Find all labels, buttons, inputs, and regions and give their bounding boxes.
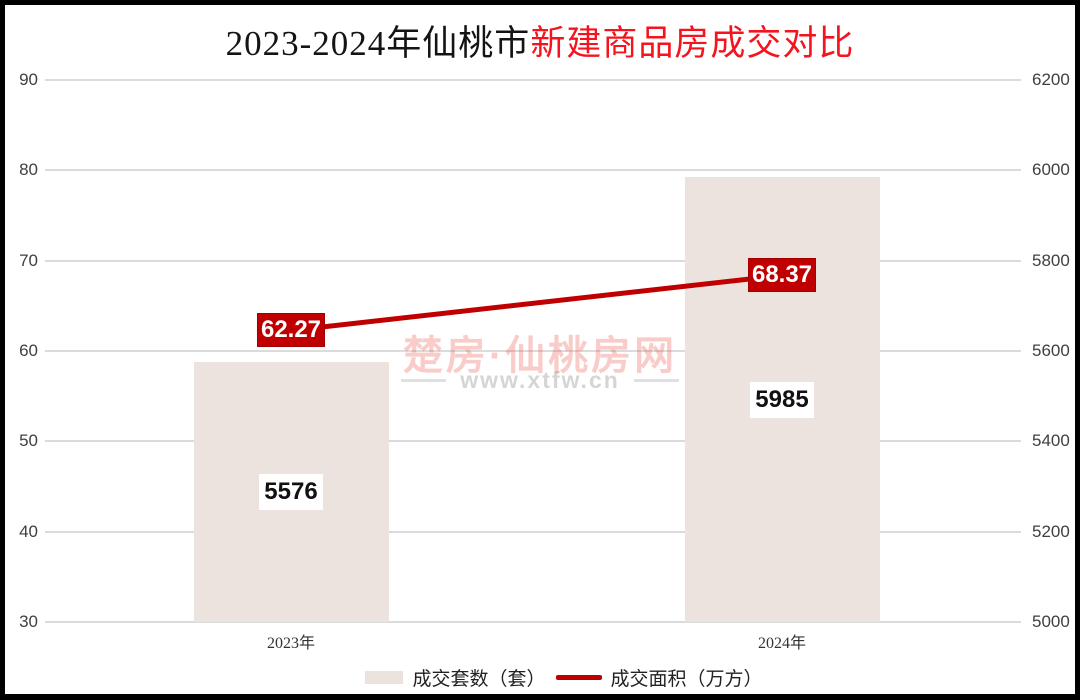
gridline [45, 530, 1021, 533]
right-axis-tick: 5200 [1032, 521, 1070, 541]
area-trend-line [290, 272, 783, 333]
legend: 成交套数（套） 成交面积（万方） [5, 664, 1075, 691]
left-axis-tick: 90 [19, 70, 38, 89]
bar-value-label: 5576 [259, 473, 323, 510]
chart-title: 2023-2024年仙桃市新建商品房成交对比 [5, 15, 1075, 66]
gridline [45, 440, 1021, 443]
line-value-label: 68.37 [748, 258, 816, 293]
bar-series-swatch-icon [365, 671, 404, 684]
right-axis-tick: 5800 [1032, 250, 1070, 270]
legend-item-area: 成交面积（万方） [555, 664, 763, 691]
gridline [45, 169, 1021, 172]
left-axis-tick: 40 [19, 521, 38, 541]
left-axis-tick: 70 [19, 250, 38, 270]
left-axis-tick: 50 [19, 431, 38, 451]
x-axis-label: 2024年 [757, 635, 806, 652]
right-axis-tick: 5400 [1032, 431, 1070, 451]
gridline [45, 79, 1021, 81]
plot-area: 30 5000 40 5200 50 5400 60 5600 70 5800 80 6000 90 62… [5, 5, 1075, 694]
left-axis-tick: 80 [19, 160, 38, 180]
right-axis-tick: 5600 [1032, 341, 1070, 360]
x-axis-label: 2023年 [266, 635, 315, 652]
left-axis-tick: 60 [19, 341, 38, 360]
chart-title-prefix: 2023-2024年仙桃市 [225, 24, 531, 63]
legend-label-area: 成交面积（万方） [610, 669, 763, 690]
legend-label-units: 成交套数（套） [412, 669, 546, 690]
bar-value-label: 5985 [750, 381, 814, 418]
gridline [45, 621, 1021, 623]
line-series-swatch-icon [555, 675, 602, 680]
right-axis-tick: 6200 [1032, 70, 1070, 89]
right-axis-tick: 5000 [1032, 612, 1070, 631]
line-value-label: 62.27 [257, 313, 325, 348]
gridline [45, 259, 1021, 262]
legend-item-units: 成交套数（套） [365, 664, 546, 691]
gridline [45, 350, 1021, 352]
right-axis-tick: 6000 [1032, 160, 1070, 180]
chart-title-highlight: 新建商品房成交对比 [530, 24, 855, 63]
left-axis-tick: 30 [19, 612, 38, 631]
